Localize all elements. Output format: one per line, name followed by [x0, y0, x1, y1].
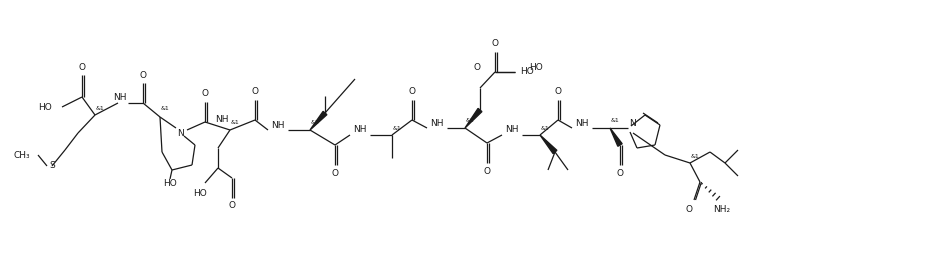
- Text: S: S: [49, 161, 54, 171]
- Text: &1: &1: [610, 118, 620, 123]
- Text: O: O: [252, 88, 258, 97]
- Text: NH₂: NH₂: [714, 206, 731, 214]
- Text: O: O: [228, 202, 236, 210]
- Text: O: O: [474, 63, 481, 72]
- Text: O: O: [685, 205, 692, 214]
- Text: O: O: [408, 88, 415, 97]
- Text: &1: &1: [541, 126, 549, 131]
- Text: HO: HO: [520, 68, 534, 77]
- Text: NH: NH: [353, 126, 367, 135]
- Text: O: O: [555, 88, 562, 97]
- Text: NH: NH: [430, 118, 444, 127]
- Text: O: O: [491, 39, 499, 48]
- Text: &1: &1: [311, 120, 319, 126]
- Text: HO: HO: [193, 189, 207, 197]
- Text: O: O: [79, 63, 85, 72]
- Text: O: O: [484, 168, 490, 177]
- Polygon shape: [310, 111, 327, 130]
- Polygon shape: [465, 109, 482, 128]
- Text: O: O: [331, 169, 338, 178]
- Text: HO: HO: [163, 180, 177, 189]
- Text: &1: &1: [231, 120, 239, 126]
- Text: NH: NH: [505, 126, 518, 135]
- Text: NH: NH: [114, 94, 127, 102]
- Text: O: O: [617, 169, 623, 178]
- Text: N: N: [628, 118, 636, 127]
- Text: NH: NH: [576, 118, 589, 127]
- Text: N: N: [177, 128, 183, 138]
- Text: CH₃: CH₃: [13, 151, 30, 160]
- Text: &1: &1: [690, 153, 700, 159]
- Text: &1: &1: [96, 106, 104, 110]
- Text: &1: &1: [393, 126, 401, 131]
- Text: NH: NH: [271, 120, 285, 130]
- Text: &1: &1: [466, 118, 474, 123]
- Text: HO: HO: [38, 102, 52, 111]
- Polygon shape: [610, 128, 623, 146]
- Text: O: O: [202, 89, 208, 98]
- Text: &1: &1: [161, 106, 169, 111]
- Text: O: O: [140, 70, 146, 80]
- Text: HO: HO: [529, 63, 543, 72]
- Polygon shape: [540, 135, 557, 154]
- Text: NH: NH: [215, 115, 229, 124]
